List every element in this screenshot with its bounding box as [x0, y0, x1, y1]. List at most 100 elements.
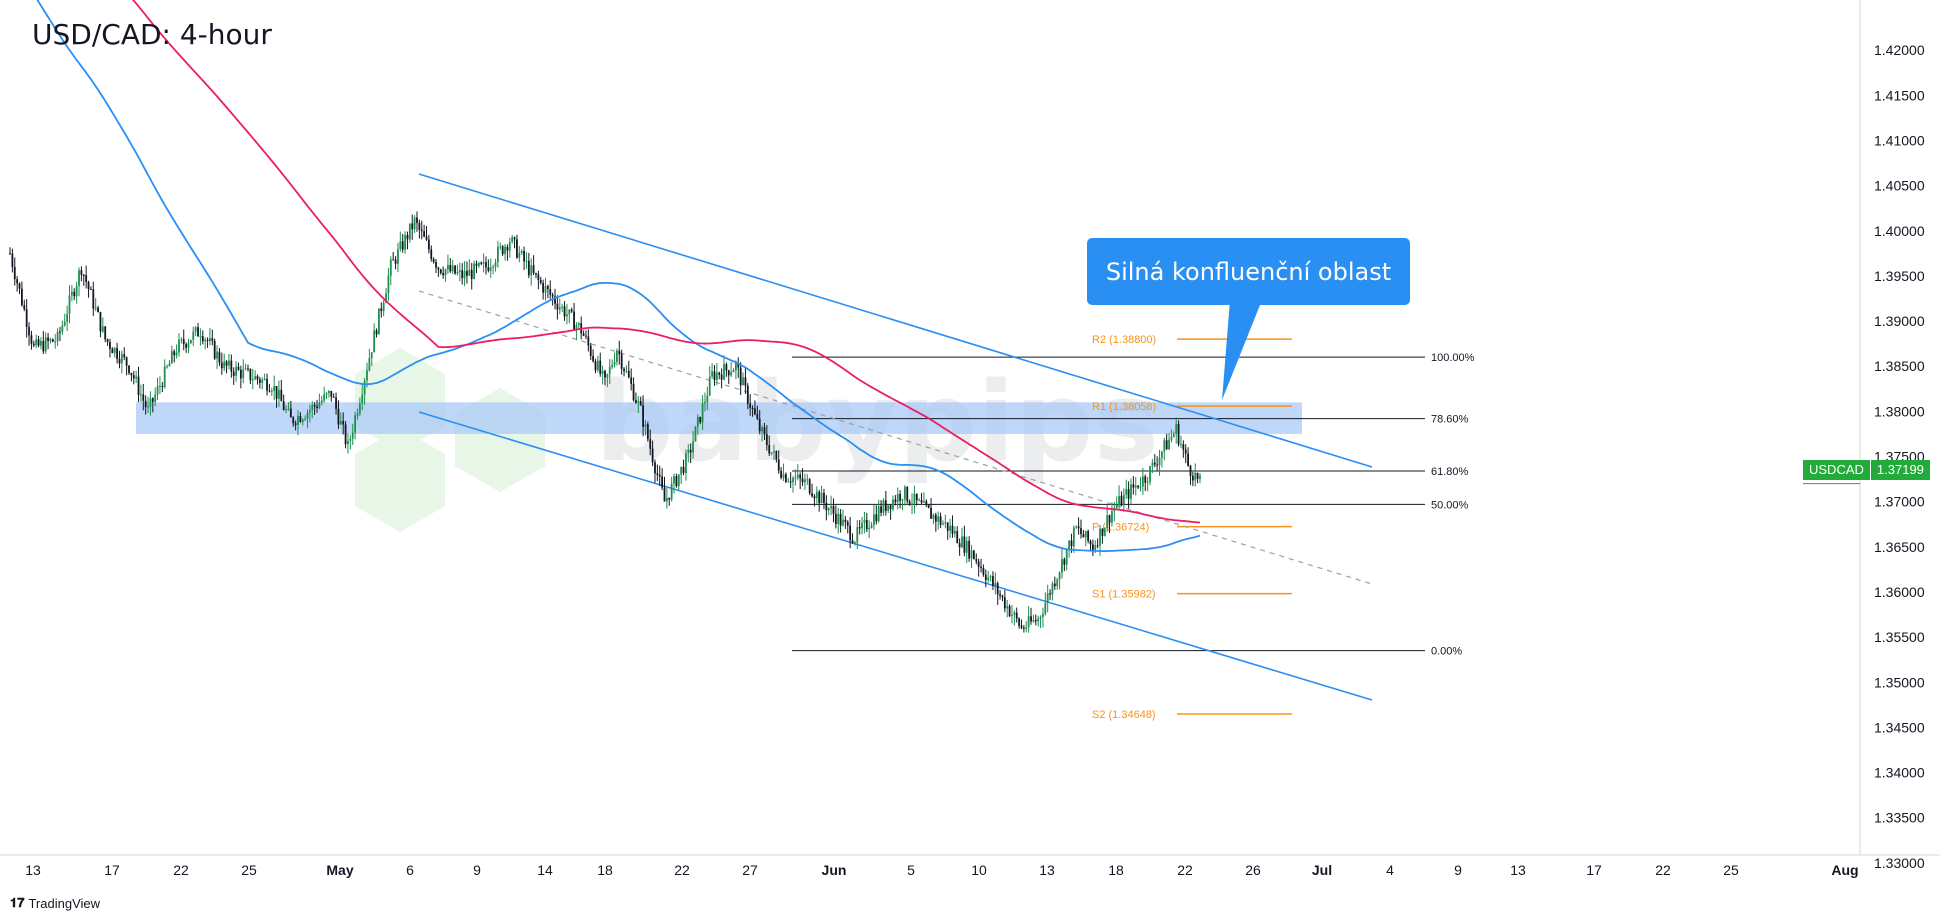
candle-body	[949, 525, 951, 531]
candle-body	[485, 262, 487, 268]
candle-body	[1099, 528, 1101, 546]
candle-body	[944, 522, 947, 524]
x-tick-label: 13	[1039, 862, 1055, 878]
candle-body	[677, 474, 680, 487]
candle-body	[520, 251, 523, 253]
candle-body	[558, 307, 561, 310]
candle-body	[192, 331, 195, 341]
y-tick-label: 1.41000	[1874, 132, 1925, 148]
candle-body	[216, 351, 218, 359]
candle-body	[730, 372, 733, 376]
candle-body	[16, 279, 19, 284]
candle-body	[437, 267, 440, 270]
candle-body	[1030, 616, 1032, 622]
candle-body	[351, 432, 354, 439]
x-tick-label: 14	[537, 862, 553, 878]
x-tick-label: 22	[1177, 862, 1193, 878]
candle-body	[818, 491, 821, 504]
x-tick-label: 18	[597, 862, 613, 878]
candle-body	[416, 217, 418, 223]
candle-body	[282, 401, 285, 410]
candle-body	[339, 420, 342, 425]
candle-body	[349, 438, 352, 441]
candle-body	[1106, 515, 1109, 529]
candle-body	[151, 398, 154, 402]
candle-body	[306, 412, 309, 419]
candle-body	[63, 321, 66, 326]
candle-body	[1101, 528, 1104, 536]
candle-body	[1187, 453, 1189, 466]
x-tick-label: 25	[1723, 862, 1739, 878]
candle-body	[920, 500, 923, 503]
candle-body	[1182, 444, 1185, 450]
candle-body	[723, 364, 725, 380]
candle-body	[1003, 597, 1006, 609]
candle-body	[939, 516, 942, 525]
candle-body	[720, 374, 723, 380]
candle-body	[996, 583, 999, 595]
candle-body	[1191, 475, 1194, 481]
candle-body	[204, 339, 207, 342]
candle-body	[561, 306, 564, 308]
candle-body	[82, 274, 85, 276]
candle-body	[782, 474, 785, 478]
candle-body	[97, 307, 99, 313]
candle-body	[297, 415, 299, 426]
candle-body	[101, 326, 104, 332]
candle-body	[301, 419, 304, 422]
candle-body	[401, 241, 404, 250]
fib-label: 100.00%	[1431, 352, 1475, 364]
footer-brand[interactable]: 𝟏𝟕 TradingView	[10, 896, 100, 911]
candle-body	[1161, 451, 1163, 458]
candle-body	[206, 339, 209, 342]
x-tick-label: 25	[241, 862, 257, 878]
candle-body	[932, 514, 935, 519]
candle-body	[466, 270, 468, 276]
candle-body	[953, 530, 956, 534]
candle-body	[1056, 579, 1059, 587]
candle-body	[1008, 606, 1011, 616]
candle-body	[344, 424, 347, 445]
candle-body	[1141, 476, 1144, 487]
candle-body	[1151, 462, 1154, 467]
candle-body	[1032, 620, 1035, 622]
candle-body	[161, 385, 164, 388]
candle-body	[294, 423, 297, 426]
candle-body	[925, 501, 928, 506]
candle-body	[313, 404, 316, 407]
candle-body	[1042, 613, 1044, 617]
candle-body	[185, 344, 188, 348]
candle-body	[144, 400, 147, 408]
candle-body	[35, 339, 38, 346]
candle-body	[461, 270, 464, 279]
candle-body	[159, 385, 161, 387]
candle-body	[66, 313, 69, 322]
candle-body	[482, 262, 485, 264]
candle-body	[223, 361, 226, 369]
candle-body	[363, 380, 366, 395]
candle-body	[965, 540, 968, 553]
candle-body	[1118, 495, 1120, 506]
candle-body	[11, 253, 14, 267]
candle-body	[1072, 527, 1075, 547]
candle-body	[556, 303, 559, 310]
candle-body	[239, 369, 242, 379]
candle-body	[1075, 526, 1078, 528]
candle-body	[430, 249, 433, 260]
candle-body	[1068, 540, 1070, 550]
candle-body	[378, 308, 380, 335]
candle-body	[768, 445, 771, 454]
candle-body	[992, 576, 994, 586]
candle-body	[708, 376, 711, 396]
candle-body	[582, 333, 585, 336]
candle-body	[337, 408, 340, 425]
candle-body	[51, 339, 54, 342]
candle-body	[511, 237, 514, 243]
candle-body	[304, 418, 307, 420]
candle-body	[958, 543, 961, 548]
candle-body	[1094, 545, 1097, 551]
candle-body	[168, 363, 171, 367]
symbol-label: USDCAD	[1803, 460, 1870, 480]
candle-body	[218, 351, 221, 363]
